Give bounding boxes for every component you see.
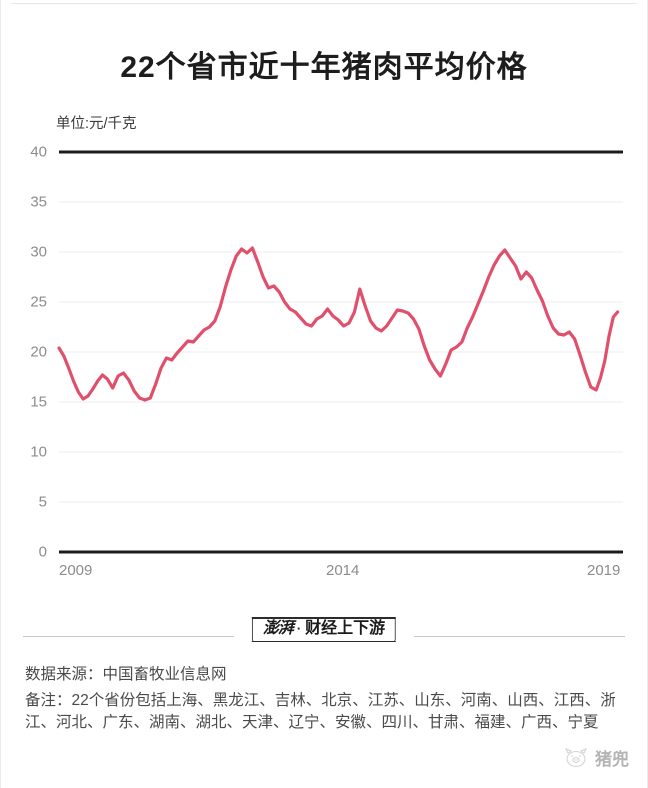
price-line-chart xyxy=(57,150,623,554)
watermark: 猪兜 xyxy=(563,745,629,770)
gridlines xyxy=(59,201,623,503)
y-tick-label: 40 xyxy=(30,143,47,161)
brand-name: 财经上下游 xyxy=(305,620,386,637)
pig-face-icon xyxy=(564,747,588,767)
y-tick-label: 5 xyxy=(38,493,47,511)
series-line-pork-price xyxy=(57,246,620,402)
y-tick-label: 35 xyxy=(30,193,47,211)
y-tick-label: 30 xyxy=(30,243,47,261)
y-axis: 40 35 30 25 20 15 10 5 0 xyxy=(1,0,53,600)
divider-right xyxy=(414,636,625,637)
divider-left xyxy=(23,636,234,637)
brand-badge: 澎湃 · 财经上下游 xyxy=(251,617,397,643)
y-tick-label: 15 xyxy=(30,393,47,411)
y-tick-label: 20 xyxy=(30,343,47,361)
footer-divider xyxy=(23,636,625,637)
watermark-label: 猪兜 xyxy=(595,750,629,769)
x-tick-label-2009: 2009 xyxy=(59,562,93,579)
footnote-text: 备注：22个省份包括上海、黑龙江、吉林、北京、江苏、山东、河南、山西、江西、浙江… xyxy=(25,692,616,732)
axis-unit-label: 单位:元/千克 xyxy=(56,116,137,132)
y-tick-label: 0 xyxy=(38,543,47,561)
brand-logo-mark: 澎湃 xyxy=(262,620,294,637)
x-tick-label-2014: 2014 xyxy=(326,562,360,579)
page-title: 22个省市近十年猪肉平均价格 xyxy=(120,51,528,84)
top-divider xyxy=(11,3,637,4)
data-source-text: 数据来源：中国畜牧业信息网 xyxy=(25,666,227,683)
brand-separator-dot: · xyxy=(296,620,302,636)
chart-plot-area: 40 35 30 25 20 15 10 5 0 2009 2014 2019 xyxy=(1,0,648,600)
y-tick-label: 10 xyxy=(30,443,47,461)
y-tick-label: 25 xyxy=(30,293,47,311)
x-tick-label-2019: 2019 xyxy=(587,562,621,579)
